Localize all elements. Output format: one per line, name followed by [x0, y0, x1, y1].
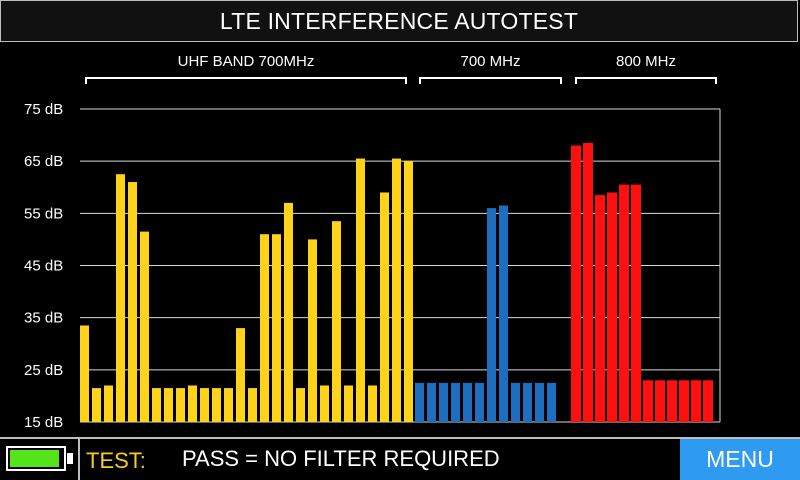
band-bracket	[575, 77, 717, 84]
bar-0-4	[128, 182, 137, 422]
bar-0-14	[248, 388, 257, 422]
bar-0-26	[392, 158, 401, 422]
y-tick-label: 25 dB	[24, 362, 63, 379]
y-tick-label: 75 dB	[24, 101, 63, 118]
y-tick-label: 55 dB	[24, 205, 63, 222]
bar-0-25	[380, 192, 389, 422]
bar-0-11	[212, 388, 221, 422]
bar-0-16	[272, 234, 281, 422]
bar-0-1	[92, 388, 101, 422]
bar-2-0	[571, 145, 581, 422]
bar-1-9	[523, 382, 532, 422]
bar-2-5	[631, 184, 641, 422]
bar-2-6	[643, 380, 653, 422]
bar-1-1	[427, 382, 436, 422]
bar-1-2	[439, 382, 448, 422]
band-label: 800 MHz	[616, 53, 676, 70]
bar-0-10	[200, 388, 209, 422]
bar-0-21	[332, 221, 341, 422]
battery-level-fill	[10, 450, 60, 467]
bar-0-15	[260, 234, 269, 422]
page-title: LTE INTERFERENCE AUTOTEST	[219, 7, 579, 34]
interference-chart: 75 dB 65 dB 55 dB 45 dB 35 dB 25 dB 15 dB UHF B…	[24, 53, 721, 431]
band-bracket	[85, 77, 407, 84]
bar-0-3	[116, 174, 125, 422]
battery-icon	[6, 446, 66, 471]
bar-1-4	[463, 382, 472, 422]
bar-0-7	[164, 388, 173, 422]
bar-1-11	[547, 382, 556, 422]
bar-2-4	[619, 184, 629, 422]
title-bar: LTE INTERFERENCE AUTOTEST	[0, 0, 798, 42]
menu-button[interactable]: MENU	[680, 439, 800, 480]
bar-0-17	[284, 202, 293, 422]
y-tick-label: 35 dB	[24, 310, 63, 327]
bar-1-6	[487, 208, 496, 422]
bar-2-3	[607, 192, 617, 422]
y-tick-label: 45 dB	[24, 258, 63, 275]
test-result: PASS = NO FILTER REQUIRED	[182, 446, 500, 471]
bar-2-11	[703, 380, 713, 422]
band-label: UHF BAND 700MHz	[178, 53, 315, 70]
bar-0-22	[344, 385, 353, 422]
bar-2-10	[691, 380, 701, 422]
bar-2-8	[667, 380, 677, 422]
bar-0-13	[236, 328, 245, 422]
y-tick-label: 65 dB	[24, 153, 63, 170]
bar-0-9	[188, 385, 197, 422]
bar-0-0	[80, 325, 89, 422]
bar-0-5	[140, 231, 149, 422]
bar-1-10	[535, 382, 544, 422]
bar-0-27	[404, 161, 413, 422]
bar-0-2	[104, 385, 113, 422]
bar-1-7	[499, 205, 508, 422]
test-label: TEST:	[86, 448, 146, 473]
bar-1-5	[475, 382, 484, 422]
band-bracket	[419, 77, 562, 84]
bar-2-1	[583, 142, 593, 422]
y-tick-label: 15 dB	[24, 414, 63, 431]
bar-0-19	[308, 239, 317, 422]
bar-1-3	[451, 382, 460, 422]
bar-0-8	[176, 388, 185, 422]
bar-2-2	[595, 195, 605, 422]
status-bar: TEST: PASS = NO FILTER REQUIRED MENU	[0, 437, 800, 480]
bar-1-8	[511, 382, 520, 422]
bar-2-7	[655, 380, 665, 422]
band-label: 700 MHz	[460, 53, 520, 70]
battery-tip	[67, 453, 73, 464]
bar-0-23	[356, 158, 365, 422]
bar-1-0	[415, 382, 424, 422]
bar-0-18	[296, 388, 305, 422]
bar-2-9	[679, 380, 689, 422]
bar-0-24	[368, 385, 377, 422]
bar-0-20	[320, 385, 329, 422]
bar-0-12	[224, 388, 233, 422]
battery-indicator	[0, 439, 80, 480]
bar-0-6	[152, 388, 161, 422]
